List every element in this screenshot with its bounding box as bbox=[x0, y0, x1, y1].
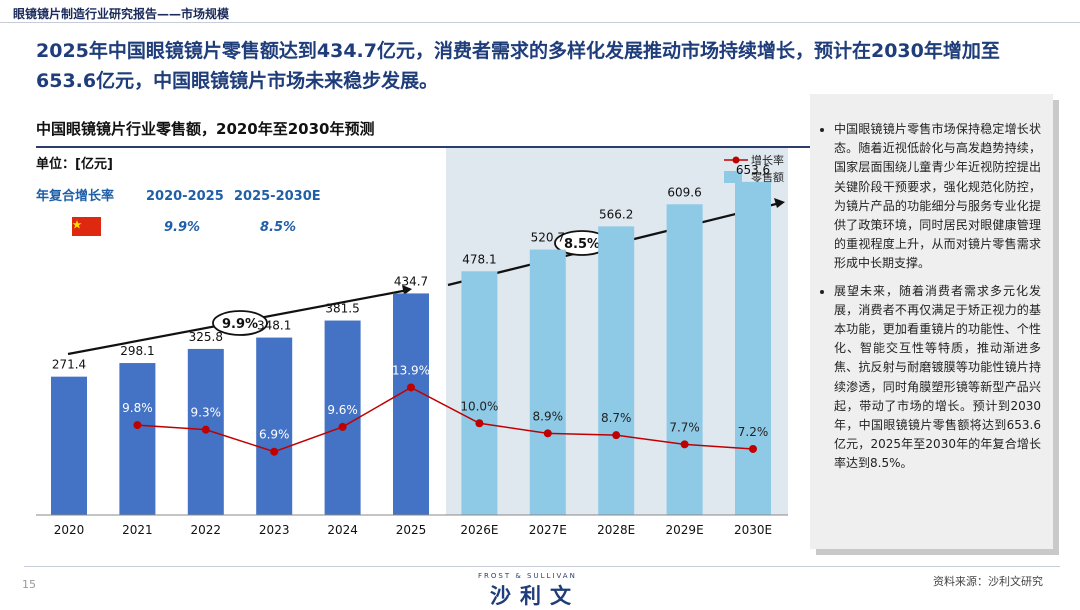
side-panel: 中国眼镜镜片零售市场保持稳定增长状态。随着近视低龄化与高发趋势持续，国家层面围绕… bbox=[810, 94, 1053, 549]
bar-2028E bbox=[598, 226, 635, 516]
rate-label-2023: 6.9% bbox=[259, 428, 290, 442]
page-number: 15 bbox=[22, 578, 36, 591]
report-header-title: 眼镜镜片制造行业研究报告——市场规模 bbox=[13, 7, 230, 21]
footer-divider bbox=[24, 566, 1060, 567]
cagr-label: 年复合增长率 bbox=[36, 188, 114, 204]
logo-chinese: 沙利文 bbox=[490, 584, 580, 608]
rate-point-2025 bbox=[407, 383, 415, 392]
rate-point-2023 bbox=[270, 447, 279, 456]
bar-label-2025: 434.7 bbox=[394, 274, 428, 288]
retail-sales-chart: 9.9% 8.5% 单位：[亿元] 年复合增长率 2020-2025 2025-… bbox=[36, 148, 788, 537]
cagr-value-2: 8.5% bbox=[260, 220, 296, 235]
rate-point-2027E bbox=[543, 429, 552, 438]
bar-2030E bbox=[735, 181, 771, 515]
growth-rate-series: 9.8% 9.3% 6.9% 9.6% 13.9% 10.0% 8.9% 8.7% 7.7% 7.… bbox=[122, 363, 769, 456]
bar-2020 bbox=[51, 376, 87, 515]
unit-label: 单位：[亿元] bbox=[36, 156, 113, 172]
bar-label-2020: 271.4 bbox=[52, 358, 86, 372]
bar-series bbox=[51, 181, 771, 516]
bar-2025 bbox=[393, 293, 429, 515]
x-tick-2022: 2022 bbox=[191, 523, 222, 537]
growth-rate-line bbox=[137, 386, 754, 453]
x-tick-2021: 2021 bbox=[122, 523, 153, 537]
trend-arrows: 9.9% 8.5% bbox=[67, 198, 785, 356]
cagr-period-1: 2020-2025 bbox=[146, 189, 224, 204]
cagr-bubble-1 bbox=[212, 310, 268, 336]
rate-label-2024: 9.6% bbox=[327, 403, 358, 417]
rate-point-2026E bbox=[475, 419, 484, 428]
side-bullet-2: 展望未来，随着消费者需求多元化发展，消费者不再仅满足于矫正视力的基本功能，更加看… bbox=[834, 282, 1041, 474]
cagr-bubble-2-label: 8.5% bbox=[564, 237, 600, 252]
bar-label-2027E: 520.7 bbox=[531, 231, 565, 245]
rate-label-2028E: 8.7% bbox=[601, 411, 632, 425]
x-tick-2029E: 2029E bbox=[666, 523, 704, 537]
rate-point-2029E bbox=[680, 440, 689, 449]
page-headline: 2025年中国眼镜镜片零售额达到434.7亿元，消费者需求的多样化发展推动市场持… bbox=[36, 40, 1000, 92]
header-divider bbox=[0, 22, 1080, 23]
rate-label-2026E: 10.0% bbox=[460, 399, 498, 413]
rate-point-2024 bbox=[338, 422, 347, 431]
chart-title-underline bbox=[36, 146, 810, 148]
legend-line-label: 增长率 bbox=[751, 153, 784, 167]
logo-wordmark: FROST & SULLIVAN bbox=[478, 572, 577, 580]
x-tick-2023: 2023 bbox=[259, 523, 290, 537]
rate-label-2027E: 8.9% bbox=[533, 409, 564, 423]
bar-2023 bbox=[256, 337, 293, 515]
bar-label-2024: 381.5 bbox=[325, 302, 359, 316]
bar-label-2022: 325.8 bbox=[189, 330, 223, 344]
bar-2024 bbox=[324, 320, 361, 515]
x-tick-2024: 2024 bbox=[327, 523, 358, 537]
bar-2021 bbox=[119, 363, 156, 515]
rate-label-2030E: 7.2% bbox=[738, 425, 769, 439]
source-note: 资料来源：沙利文研究 bbox=[933, 575, 1043, 588]
x-axis-labels: 2020 2021 2022 2023 2024 2025 2026E 2027E 2028E 2… bbox=[54, 523, 772, 537]
cagr-bubble-1-label: 9.9% bbox=[222, 317, 258, 332]
x-tick-2030E: 2030E bbox=[734, 523, 772, 537]
x-tick-2028E: 2028E bbox=[597, 523, 635, 537]
rate-label-2022: 9.3% bbox=[191, 406, 222, 420]
rate-label-2021: 9.8% bbox=[122, 401, 153, 415]
cagr-period-2: 2025-2030E bbox=[234, 189, 321, 204]
rate-point-2030E bbox=[749, 444, 757, 453]
bar-2027E bbox=[529, 249, 566, 515]
x-tick-2025: 2025 bbox=[396, 523, 427, 537]
rate-label-2025: 13.9% bbox=[392, 363, 430, 377]
x-tick-2027E: 2027E bbox=[529, 523, 567, 537]
bar-label-2023: 348.1 bbox=[257, 319, 291, 333]
legend-bar-label: 零售额 bbox=[751, 170, 784, 184]
rate-point-2028E bbox=[612, 431, 621, 440]
rate-point-2021 bbox=[133, 421, 142, 430]
bar-label-2029E: 609.6 bbox=[667, 185, 701, 199]
bar-label-2028E: 566.2 bbox=[599, 207, 633, 221]
rate-label-2029E: 7.7% bbox=[669, 420, 700, 434]
bar-label-2021: 298.1 bbox=[120, 344, 154, 358]
bar-value-labels: 271.4 298.1 325.8 348.1 381.5 434.7 478.1 520.7… bbox=[52, 163, 770, 372]
bar-2026E bbox=[461, 271, 498, 515]
x-tick-2026E: 2026E bbox=[460, 523, 498, 537]
x-tick-2020: 2020 bbox=[54, 523, 85, 537]
rate-point-2022 bbox=[201, 425, 210, 434]
bar-2029E bbox=[666, 204, 703, 516]
bar-label-2026E: 478.1 bbox=[462, 252, 496, 266]
cagr-value-1: 9.9% bbox=[164, 220, 200, 235]
chart-title: 中国眼镜镜片行业零售额，2020年至2030年预测 bbox=[36, 120, 375, 138]
side-bullet-1: 中国眼镜镜片零售市场保持稳定增长状态。随着近视低龄化与高发趋势持续，国家层面围绕… bbox=[834, 120, 1041, 274]
bar-label-2030E: 653.6 bbox=[736, 163, 770, 177]
china-flag-icon bbox=[72, 217, 101, 236]
chart-legend: 增长率 零售额 bbox=[724, 153, 784, 184]
